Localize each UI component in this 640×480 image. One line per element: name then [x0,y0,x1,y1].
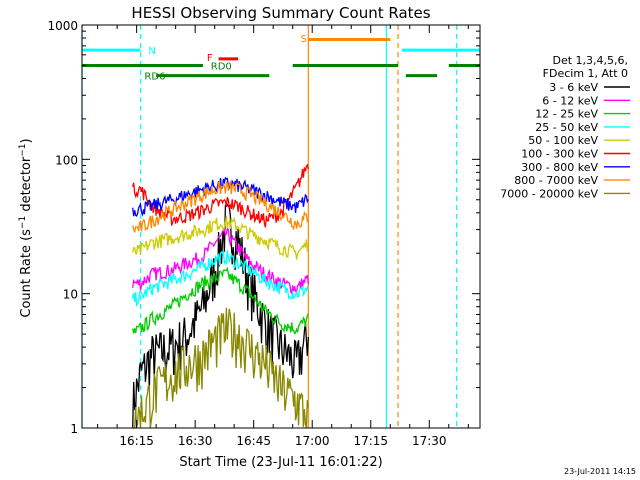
y-tick-label-3: 100 [55,153,78,167]
y-tick-label-1: 1 [70,422,78,436]
legend-label-2: 6 - 12 keV [542,94,598,107]
series-line-4 [132,250,309,307]
chart-title: HESSI Observing Summary Count Rates [131,4,430,22]
legend-label-8: 800 - 7000 keV [514,174,598,187]
legend-header-1: Det 1,3,4,5,6, [552,54,628,67]
x-tick-label-3: 16:45 [236,434,271,448]
x-tick-label-1: 16:15 [119,434,154,448]
legend-label-3: 12 - 25 keV [535,108,598,121]
x-axis-label: Start Time (23-Jul-11 16:01:22) [179,455,382,470]
y-axis-label: Count Rate (s−1 detector−1) [18,138,34,317]
x-tick-label-5: 17:15 [353,434,388,448]
series-line-1 [132,201,309,429]
legend-label-7: 300 - 800 keV [521,161,598,174]
flag-f-label: F [207,53,213,64]
x-tick-label-2: 16:30 [178,434,213,448]
y-tick-label-4: 1000 [47,19,78,33]
series-line-3 [132,266,309,335]
flag-rd6-label: RD6 [144,72,165,83]
legend-header-2: FDecim 1, Att 0 [543,67,628,80]
legend-label-6: 100 - 300 keV [521,148,598,161]
legend-label-4: 25 - 50 keV [535,121,598,134]
flag-n-label: N [148,46,155,57]
x-tick-label-6: 17:30 [412,434,447,448]
series-line-5 [132,215,309,260]
series-line-8 [132,179,309,233]
y-tick-label-2: 10 [63,288,78,302]
series-line-7 [132,176,309,218]
legend: Det 1,3,4,5,6,FDecim 1, Att 03 - 6 keV6 … [500,54,630,200]
plot-frame [81,24,481,429]
flag-s-label: S [301,34,307,45]
series-line-2 [132,226,309,295]
footer-date: 23-Jul-2011 14:15 [564,467,636,476]
flag-rd0-label: RD0 [211,61,232,72]
x-tick-label-4: 17:00 [295,434,330,448]
legend-label-1: 3 - 6 keV [549,81,598,94]
series-line-9 [132,307,309,429]
legend-label-9: 7000 - 20000 keV [500,187,598,200]
legend-label-5: 50 - 100 keV [528,134,598,147]
